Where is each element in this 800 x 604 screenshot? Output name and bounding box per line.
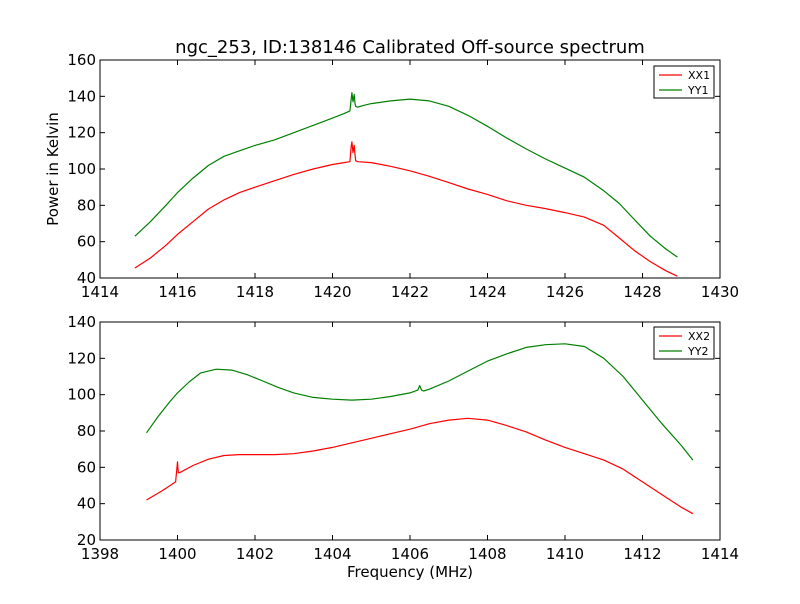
y-tick-label: 140 [67,313,96,331]
legend-label-yy2: YY2 [687,345,708,358]
x-tick-label: 1420 [313,283,351,301]
x-tick-label: 1400 [158,545,196,563]
x-tick-label: 1398 [81,545,119,563]
y-tick-label: 80 [77,422,96,440]
y-tick-label: 100 [67,386,96,404]
series-line-yy1 [134,92,678,258]
y-tick-label: 160 [67,51,96,69]
x-tick-label: 1406 [391,545,429,563]
x-tick-label: 1412 [623,545,661,563]
series-line-yy2 [146,343,694,461]
y-tick-label: 40 [77,269,96,287]
legend-box [653,65,715,99]
x-tick-label: 1430 [701,283,739,301]
y-tick-label: 120 [67,349,96,367]
x-tick-label: 1404 [313,545,351,563]
y-tick-label: 80 [77,196,96,214]
legend-label-yy1: YY1 [687,84,708,97]
y-tick-label: 40 [77,495,96,513]
x-axis-label: Frequency (MHz) [347,563,473,581]
x-tick-label: 1428 [623,283,661,301]
y-axis-label: Power in Kelvin [44,112,62,226]
x-tick-label: 1414 [701,545,739,563]
legend-label-xx1: XX1 [688,69,710,82]
y-tick-label: 120 [67,124,96,142]
legend-label-xx2: XX2 [688,330,710,343]
x-tick-label: 1416 [158,283,196,301]
x-tick-label: 1410 [546,545,584,563]
y-tick-label: 100 [67,160,96,178]
x-tick-label: 1418 [236,283,274,301]
x-tick-label: 1426 [546,283,584,301]
y-tick-label: 60 [77,458,96,476]
subplot-1: 1414 1416 1418 1420 1422 1424 1426 1428 1430 40 60… [44,51,739,301]
series-line-xx1 [134,141,678,277]
y-tick-label: 140 [67,87,96,105]
x-tick-label: 1408 [468,545,506,563]
x-tick-label: 1422 [391,283,429,301]
y-tick-label: 20 [77,531,96,549]
chart-title: ngc_253, ID:138146 Calibrated Off-source… [175,37,645,58]
series-line-xx2 [146,417,694,515]
x-tick-label: 1402 [236,545,274,563]
x-tick-label: 1414 [81,283,119,301]
subplot-2: 1398 1400 1402 1404 1406 1408 1410 1412 1414 20 40… [67,313,739,581]
legend-box [653,326,715,360]
x-tick-label: 1424 [468,283,506,301]
y-tick-label: 60 [77,233,96,251]
